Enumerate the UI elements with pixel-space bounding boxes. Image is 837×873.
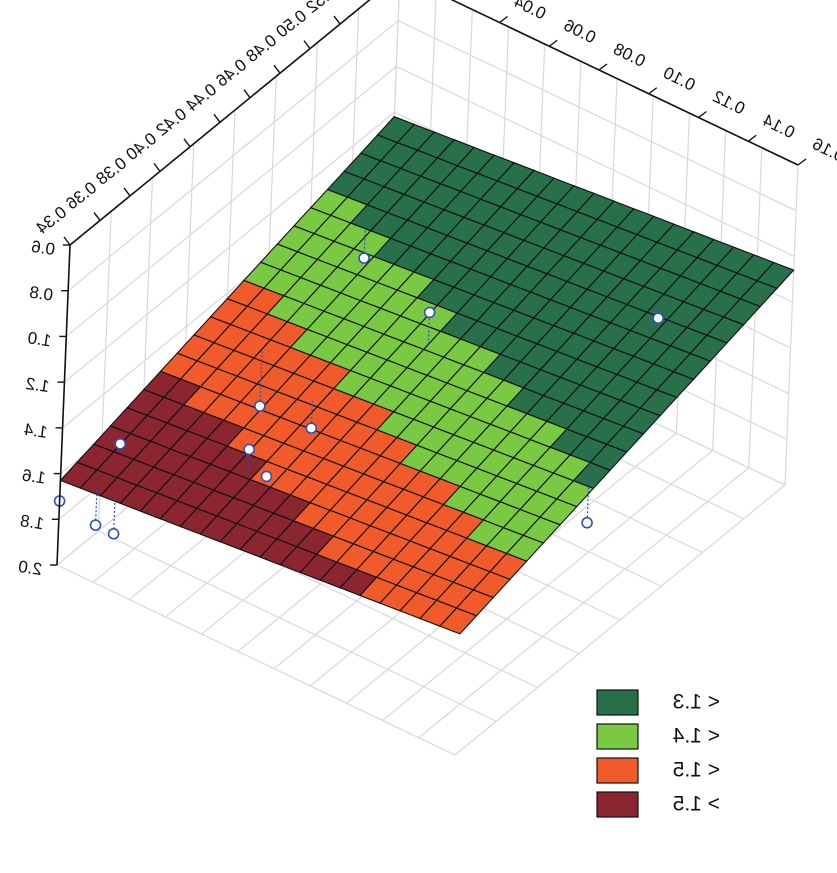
- tick-label: 0.34: [32, 203, 70, 238]
- tick-label: 0.48: [242, 31, 280, 66]
- tick-label: 2.0: [17, 557, 43, 579]
- tick-mark: [499, 15, 508, 24]
- residual-line: [586, 447, 591, 523]
- tick-mark: [213, 113, 221, 123]
- legend-swatch: [596, 757, 639, 784]
- grid-line: [396, 65, 795, 257]
- legend-entry: > 1.5: [596, 791, 720, 818]
- tick-label: 0.42: [152, 104, 190, 139]
- tick-label: 0.10: [660, 63, 698, 95]
- observed-point: [358, 252, 370, 264]
- legend-swatch: [596, 723, 639, 750]
- tick-label: 0.52: [302, 0, 340, 17]
- residual-line: [363, 230, 366, 259]
- tick-label: 0.14: [760, 111, 798, 143]
- grid-line: [454, 484, 786, 756]
- grid-line: [56, 564, 456, 756]
- axes: [50, 0, 807, 566]
- grid-line: [784, 164, 799, 486]
- z-axis-line: [56, 244, 71, 566]
- observed-point: [581, 516, 593, 529]
- tick-label: 1.2: [25, 374, 51, 396]
- tick-mark: [243, 89, 251, 99]
- observed-point: [652, 312, 664, 325]
- residual-line: [427, 312, 431, 345]
- tick-label: 0.44: [182, 80, 220, 115]
- grid-line: [382, 449, 714, 721]
- observed-point: [114, 438, 127, 450]
- tick-mark: [747, 134, 757, 142]
- legend-entry: < 1.4: [596, 723, 720, 750]
- x-axis-line: [450, 0, 799, 166]
- tick-label: 0.50: [272, 6, 310, 41]
- tick-mark: [93, 212, 101, 221]
- observed-point: [89, 519, 102, 531]
- observed-point: [423, 306, 436, 319]
- tick-label: 0.36: [62, 178, 100, 213]
- fitted-surface: [59, 116, 795, 635]
- y-axis-line: [69, 0, 371, 246]
- tick-mark: [698, 110, 707, 119]
- tick-label: 0.16: [809, 134, 837, 166]
- tick-mark: [63, 236, 71, 246]
- tick-mark: [648, 87, 658, 95]
- tick-label: 0.04: [511, 0, 549, 23]
- tick-label: 1.6: [21, 466, 47, 488]
- observed-point: [305, 422, 318, 435]
- grid-line: [67, 20, 399, 292]
- surface-cell: [756, 261, 795, 289]
- tick-mark: [303, 40, 311, 50]
- tick-label: 0.40: [122, 129, 160, 164]
- tick-mark: [153, 162, 161, 172]
- legend-swatch: [596, 791, 639, 818]
- grid-line: [397, 20, 797, 212]
- tick-label: 0.8: [28, 283, 54, 305]
- grid-line: [418, 467, 750, 739]
- legend-label: < 1.3: [673, 691, 720, 714]
- tick-label: 1.8: [19, 511, 45, 533]
- grid-line: [65, 65, 397, 337]
- observed-point: [260, 470, 273, 483]
- legend-entry: < 1.5: [596, 757, 720, 784]
- observed-points: [53, 230, 664, 540]
- residual-line: [259, 351, 263, 407]
- tick-label: 0.6: [30, 237, 56, 259]
- tick-mark: [797, 158, 807, 166]
- legend-label: < 1.5: [673, 759, 720, 782]
- tick-mark: [548, 39, 558, 47]
- tick-label: 1.0: [26, 328, 52, 350]
- residual-line: [94, 486, 98, 526]
- residual-line: [310, 400, 314, 429]
- legend-swatch: [596, 689, 639, 716]
- tick-label: 0.08: [610, 39, 648, 71]
- observed-point: [243, 443, 255, 456]
- legend-entry: < 1.3: [596, 689, 720, 716]
- observed-point: [107, 527, 120, 540]
- residual-line: [112, 494, 116, 534]
- tick-mark: [598, 63, 608, 71]
- tick-label: 1.4: [23, 420, 49, 442]
- tick-label: 0.12: [710, 87, 748, 119]
- tick-mark: [333, 15, 341, 25]
- legend-label: > 1.5: [673, 793, 720, 816]
- tick-label: 0.06: [561, 16, 599, 48]
- grid-line: [64, 111, 395, 383]
- observed-point: [254, 400, 266, 412]
- tick-label: 0.46: [212, 55, 250, 90]
- legend-label: < 1.4: [672, 725, 720, 748]
- grid-line: [450, 0, 799, 166]
- tick-label: 0.38: [92, 153, 130, 188]
- tick-mark: [273, 64, 281, 74]
- grid-line: [97, 530, 497, 722]
- tick-mark: [183, 138, 191, 148]
- tick-mark: [123, 187, 131, 197]
- legend: < 1.3 < 1.4 < 1.5 > 1.5: [596, 689, 720, 818]
